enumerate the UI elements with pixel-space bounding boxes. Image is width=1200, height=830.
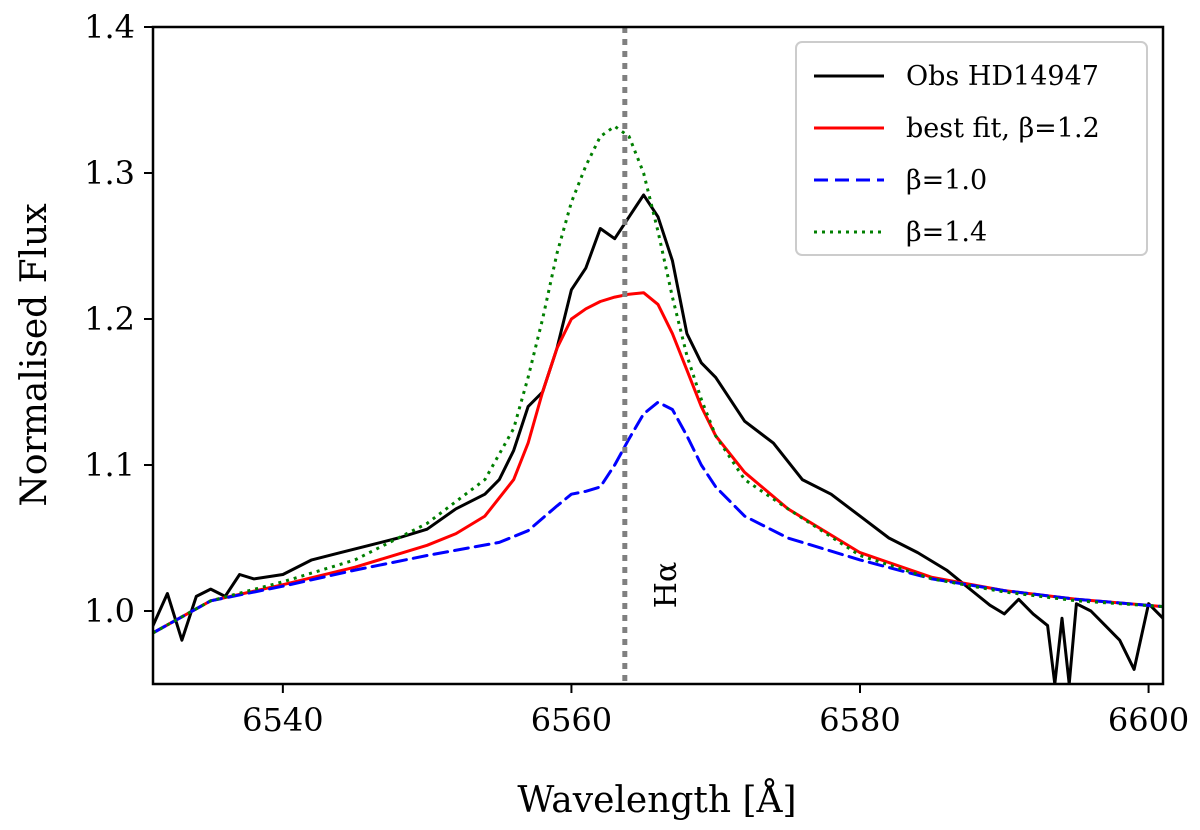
y-tick-label: 1.3 — [84, 154, 135, 192]
series-line-1 — [153, 291, 1163, 635]
x-tick-label: 6540 — [242, 701, 323, 739]
legend-frame — [795, 41, 1148, 256]
x-tick-label: 6560 — [531, 701, 612, 739]
series-line-3 — [153, 124, 1163, 635]
y-axis-label: Normalised Flux — [14, 203, 55, 506]
series-layer — [153, 124, 1163, 684]
y-tick-label: 1.0 — [84, 592, 135, 630]
legend-label-2: β=1.0 — [906, 165, 987, 196]
x-tick-label: 6580 — [819, 701, 900, 739]
legend-label-3: β=1.4 — [906, 217, 987, 248]
h-alpha-annotation: Hα — [649, 562, 684, 608]
legend: Obs HD14947 best fit, β=1.2 β=1.0 β=1.4 — [795, 41, 1148, 256]
ticks-layer: 6540 6560 6580 6600 1.0 1.1 1.2 1.3 1.4 — [84, 8, 1189, 739]
y-tick-label: 1.4 — [84, 8, 135, 46]
axes-frame — [151, 25, 1165, 686]
x-axis-label: Wavelength [Å] — [517, 779, 796, 821]
legend-label-0: Obs HD14947 — [906, 61, 1099, 92]
series-line-0 — [153, 193, 1163, 684]
x-tick-label: 6600 — [1108, 701, 1189, 739]
y-tick-label: 1.1 — [84, 446, 135, 484]
legend-label-1: best fit, β=1.2 — [906, 113, 1100, 144]
series-line-2 — [153, 400, 1163, 635]
y-tick-label: 1.2 — [84, 300, 135, 338]
